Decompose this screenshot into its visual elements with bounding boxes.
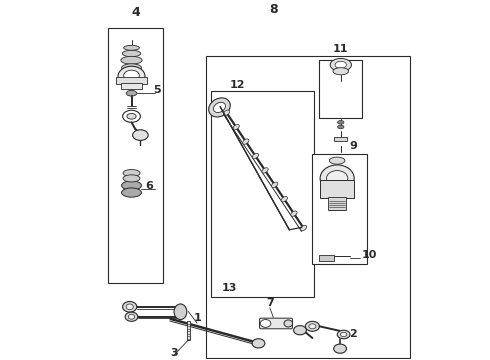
Text: 4: 4 (132, 6, 141, 19)
Ellipse shape (326, 171, 348, 186)
Ellipse shape (252, 339, 265, 348)
Ellipse shape (123, 70, 139, 81)
Ellipse shape (122, 181, 142, 190)
Ellipse shape (329, 157, 345, 164)
Bar (116, 77, 147, 84)
Ellipse shape (126, 304, 133, 310)
Ellipse shape (128, 314, 135, 319)
Ellipse shape (174, 304, 187, 320)
Bar (328, 197, 346, 210)
Ellipse shape (262, 168, 268, 173)
Ellipse shape (125, 312, 138, 321)
Text: 13: 13 (221, 283, 237, 293)
Text: 9: 9 (350, 141, 358, 151)
Text: 1: 1 (193, 313, 201, 323)
Ellipse shape (123, 45, 139, 50)
Ellipse shape (291, 211, 297, 216)
Text: 2: 2 (349, 329, 357, 339)
Ellipse shape (122, 64, 142, 72)
Bar (121, 83, 142, 89)
Ellipse shape (284, 320, 293, 327)
Ellipse shape (305, 321, 319, 331)
Ellipse shape (338, 125, 344, 129)
Ellipse shape (122, 188, 142, 197)
Ellipse shape (281, 197, 288, 202)
Ellipse shape (122, 110, 140, 122)
Bar (313, 154, 368, 264)
Bar (187, 321, 190, 340)
Ellipse shape (330, 58, 351, 71)
Ellipse shape (214, 102, 225, 113)
FancyBboxPatch shape (260, 318, 293, 329)
Ellipse shape (223, 110, 230, 116)
Ellipse shape (122, 50, 141, 57)
Ellipse shape (271, 182, 278, 188)
Ellipse shape (334, 344, 346, 353)
Bar (320, 180, 354, 198)
Ellipse shape (341, 332, 347, 337)
Ellipse shape (333, 68, 348, 75)
Ellipse shape (133, 130, 148, 140)
Ellipse shape (126, 90, 137, 96)
Bar (211, 91, 314, 297)
Ellipse shape (122, 301, 137, 312)
Ellipse shape (338, 121, 344, 124)
Text: 12: 12 (230, 80, 245, 90)
Ellipse shape (309, 324, 316, 329)
Ellipse shape (121, 57, 142, 64)
Ellipse shape (337, 330, 350, 339)
Text: 10: 10 (362, 250, 377, 260)
Bar (108, 28, 163, 283)
Ellipse shape (127, 113, 136, 119)
Ellipse shape (233, 125, 239, 130)
Ellipse shape (300, 225, 307, 231)
Ellipse shape (320, 165, 354, 192)
Text: 5: 5 (153, 85, 160, 95)
Ellipse shape (294, 325, 306, 335)
Bar (319, 59, 362, 118)
Bar (319, 255, 334, 261)
Ellipse shape (209, 98, 230, 117)
Text: 3: 3 (170, 347, 178, 357)
Ellipse shape (260, 320, 271, 327)
Bar (206, 56, 410, 357)
Text: 7: 7 (266, 298, 274, 308)
Ellipse shape (335, 61, 346, 68)
Text: 8: 8 (269, 3, 278, 16)
Text: 11: 11 (333, 44, 348, 54)
Ellipse shape (243, 139, 249, 144)
Ellipse shape (118, 66, 145, 86)
Ellipse shape (123, 175, 140, 182)
Text: 6: 6 (146, 181, 153, 191)
Ellipse shape (123, 170, 140, 177)
Bar (334, 136, 347, 141)
Ellipse shape (252, 153, 259, 159)
